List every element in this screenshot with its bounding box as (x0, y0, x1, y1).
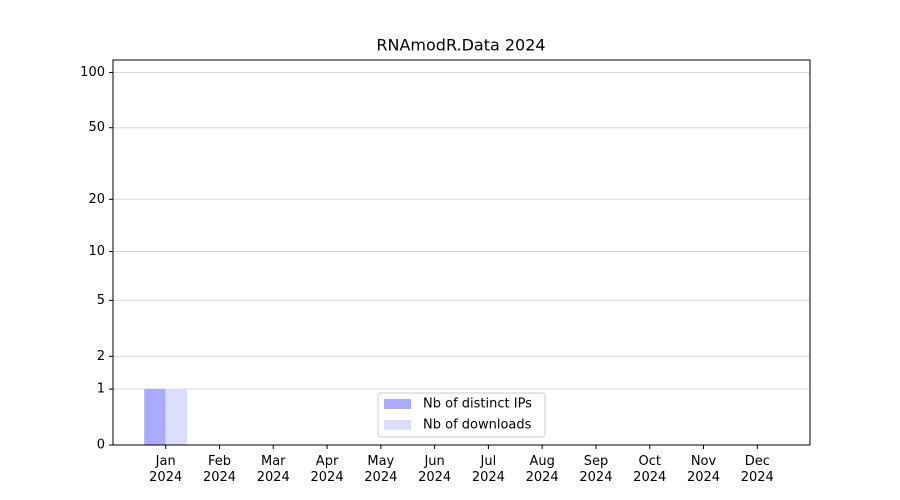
x-tick-label: Jun 2024 (418, 454, 451, 485)
legend-label: Nb of downloads (423, 418, 532, 433)
x-tick-label: Jul 2024 (472, 454, 505, 485)
x-tick-label: Nov 2024 (687, 454, 720, 485)
legend: Nb of distinct IPs Nb of downloads (377, 392, 546, 438)
x-tick-label: Mar 2024 (257, 454, 290, 485)
y-tick-label: 0 (97, 438, 105, 453)
x-tick-label: Sep 2024 (579, 454, 612, 485)
y-tick-label: 2 (97, 349, 105, 364)
x-tick-label: Dec 2024 (741, 454, 774, 485)
y-tick-label: 100 (80, 65, 105, 80)
y-tick-label: 50 (88, 120, 105, 135)
y-tick-label: 20 (88, 192, 105, 207)
plot-frame (112, 59, 811, 446)
legend-swatch (384, 399, 411, 409)
x-tick-label: Apr 2024 (311, 454, 344, 485)
legend-box (377, 392, 546, 438)
x-tick-label: Aug 2024 (526, 454, 559, 485)
bar (144, 389, 166, 445)
x-tick-label: May 2024 (364, 454, 397, 485)
y-tick-label: 10 (88, 244, 105, 259)
x-tick-label: Feb 2024 (203, 454, 236, 485)
chart-title: RNAmodR.Data 2024 (376, 36, 545, 55)
legend-swatch (384, 420, 411, 430)
legend-label: Nb of distinct IPs (423, 397, 532, 412)
x-tick-label: Jan 2024 (149, 454, 182, 485)
y-tick-label: 5 (97, 293, 105, 308)
x-tick-label: Oct 2024 (633, 454, 666, 485)
bar (165, 389, 188, 445)
y-tick-label: 1 (97, 382, 105, 397)
